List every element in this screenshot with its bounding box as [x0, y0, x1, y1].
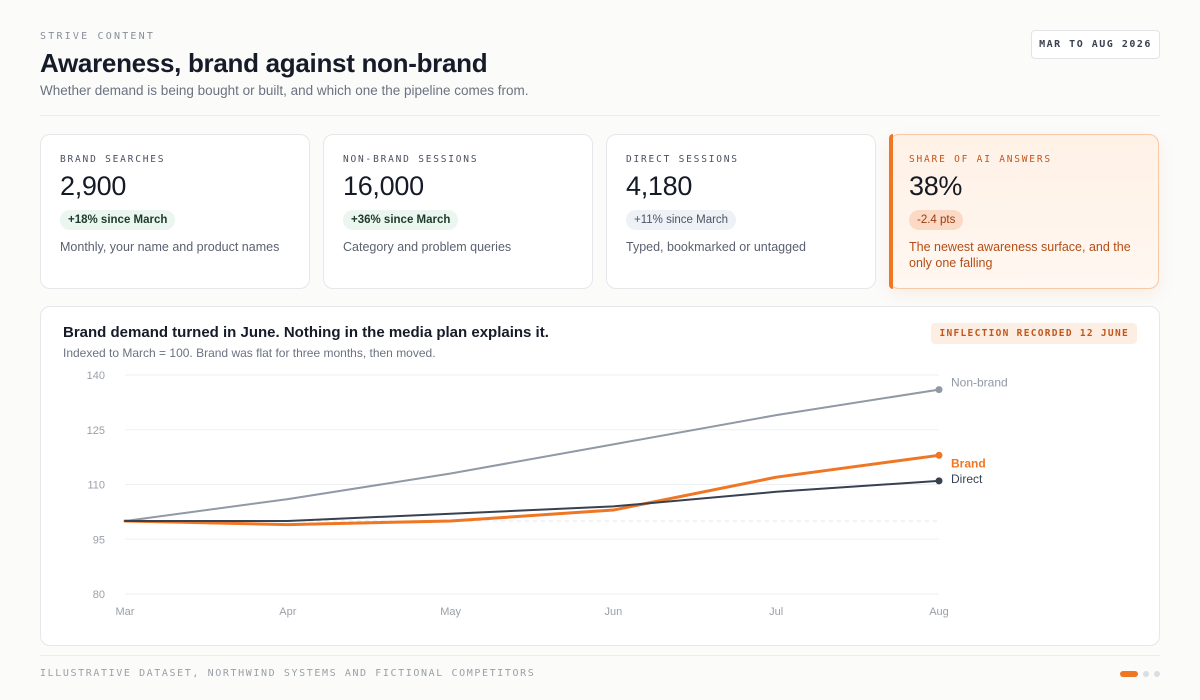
- chart-title: Brand demand turned in June. Nothing in …: [63, 324, 549, 341]
- x-tick-label: Jun: [605, 606, 623, 618]
- y-tick-label: 110: [87, 480, 105, 492]
- kpi-note: Typed, bookmarked or untagged: [626, 240, 806, 254]
- kpi-label: DIRECT SESSIONS: [626, 154, 739, 165]
- chart-card: 80 95 110 125 140 Mar Apr May Jun Jul Aug Non-brand…: [40, 306, 1160, 646]
- kpi-label: NON-BRAND SESSIONS: [343, 154, 479, 165]
- x-tick-label: Mar: [116, 606, 135, 618]
- kpi-note: The newest awareness surface, and the on…: [909, 240, 1131, 270]
- kpi-delta-badge: +11% since March: [626, 210, 737, 230]
- kpi-card-share-of-ai-answers[interactable]: SHARE OF AI ANSWERS 38% -2.4 pts The new…: [889, 134, 1159, 289]
- header-divider: [40, 115, 1160, 116]
- kpi-delta-badge: +36% since March: [343, 210, 459, 230]
- kpi-value: 2,900: [60, 171, 127, 201]
- pager-dot[interactable]: [1143, 671, 1149, 677]
- kpi-delta-badge: -2.4 pts: [909, 210, 964, 230]
- x-tick-label: May: [440, 606, 461, 618]
- pager-dot[interactable]: [1154, 671, 1160, 677]
- footer-note: ILLUSTRATIVE DATASET, NORTHWIND SYSTEMS …: [40, 668, 536, 679]
- x-tick-label: Apr: [279, 606, 296, 618]
- series-line-brand: [123, 453, 941, 527]
- kpi-value: 16,000: [343, 171, 424, 201]
- y-tick-label: 140: [87, 370, 105, 382]
- kpi-card-direct-sessions[interactable]: DIRECT SESSIONS 4,180 +11% since March T…: [606, 134, 876, 289]
- kpi-label: SHARE OF AI ANSWERS: [909, 154, 1052, 165]
- series-line-direct: [124, 479, 940, 522]
- kpi-card-brand-searches[interactable]: BRAND SEARCHES 2,900 +18% since March Mo…: [40, 134, 310, 289]
- series-endpoint-direct: [935, 477, 943, 485]
- series-label: Direct: [951, 472, 983, 486]
- y-tick-label: 125: [87, 425, 105, 437]
- chart-subtitle: Indexed to March = 100. Brand was flat f…: [63, 346, 436, 360]
- inflection-badge: INFLECTION RECORDED 12 JUNE: [931, 323, 1137, 344]
- x-tick-label: Jul: [769, 606, 783, 618]
- kpi-note: Category and problem queries: [343, 240, 512, 254]
- footer-divider: [40, 655, 1160, 656]
- page-subtitle: Whether demand is being bought or built,…: [40, 83, 529, 98]
- y-tick-label: 80: [93, 589, 105, 601]
- series-endpoint-non-brand: [935, 386, 943, 394]
- series-label: Non-brand: [951, 376, 1008, 390]
- kpi-value: 4,180: [626, 171, 693, 201]
- kpi-note: Monthly, your name and product names: [60, 240, 280, 254]
- date-range-chip[interactable]: MAR TO AUG 2026: [1031, 30, 1160, 59]
- series-line-non-brand: [124, 388, 940, 522]
- y-tick-label: 95: [93, 534, 105, 546]
- series-endpoint-brand: [935, 451, 943, 459]
- pager-dot[interactable]: [1120, 671, 1138, 677]
- pager[interactable]: [1120, 671, 1160, 677]
- page-title: Awareness, brand against non-brand: [40, 48, 488, 78]
- x-tick-label: Aug: [929, 606, 949, 618]
- kpi-label: BRAND SEARCHES: [60, 154, 166, 165]
- kpi-card-non-brand-sessions[interactable]: NON-BRAND SESSIONS 16,000 +36% since Mar…: [323, 134, 593, 289]
- eyebrow-label: STRIVE CONTENT: [40, 31, 156, 42]
- series-label: Brand: [951, 456, 986, 470]
- line-chart: 80 95 110 125 140 Mar Apr May Jun Jul Aug Non-brand…: [87, 370, 1008, 618]
- kpi-value: 38%: [909, 171, 963, 201]
- kpi-delta-badge: +18% since March: [60, 210, 176, 230]
